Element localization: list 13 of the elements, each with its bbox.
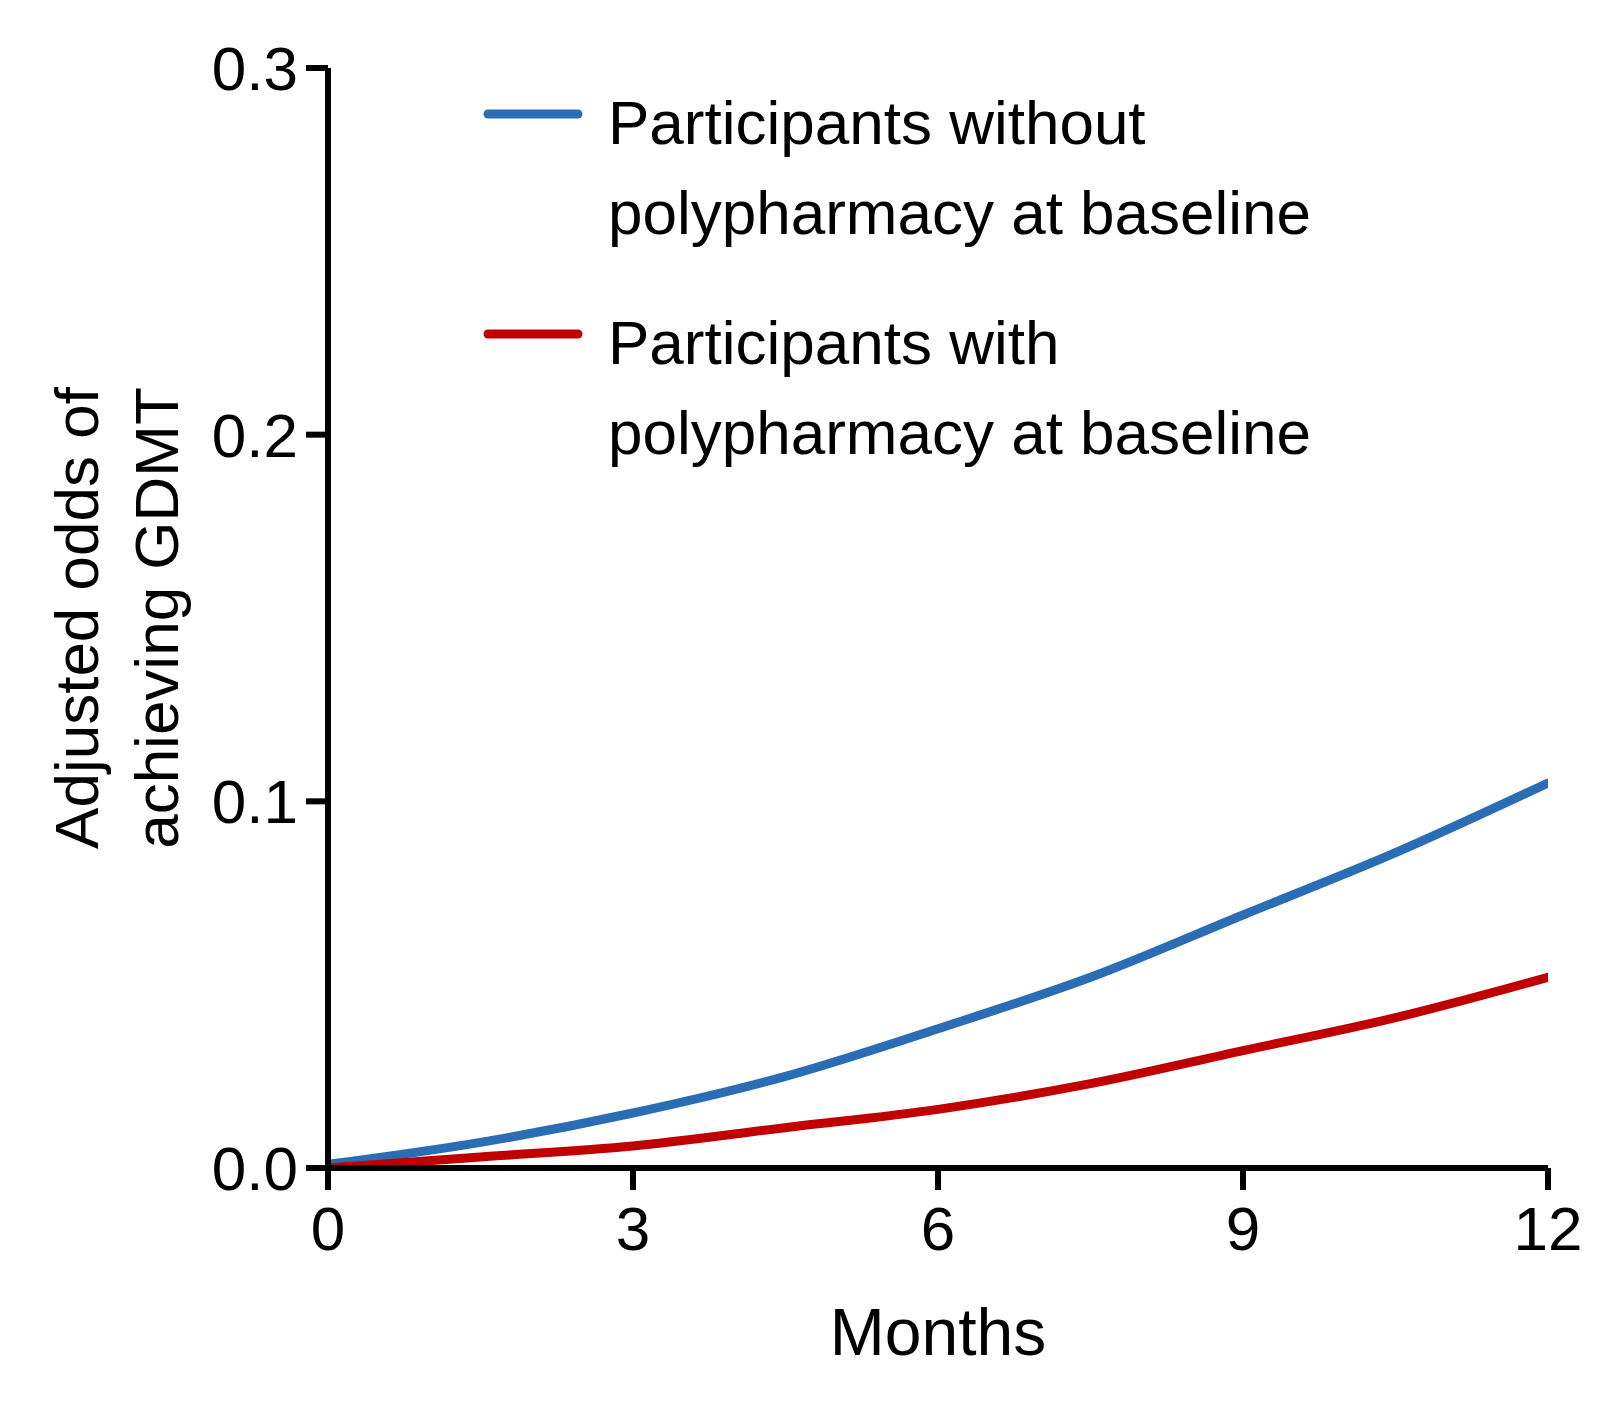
- x-tick-label: 3: [615, 1194, 651, 1264]
- y-axis-title: Adjusted odds of achieving GDMT: [42, 386, 191, 849]
- legend-label: Participants without polypharmacy at baseline: [608, 87, 1313, 249]
- x-tick-label: 6: [920, 1194, 956, 1264]
- x-tick-label: 9: [1225, 1194, 1261, 1264]
- x-axis-title: Months: [829, 1294, 1047, 1369]
- y-tick-label: 0.0: [211, 1134, 298, 1204]
- x-tick-label: 12: [1513, 1194, 1583, 1264]
- legend-label: Participants with polypharmacy at baseline: [608, 307, 1313, 469]
- y-tick-label: 0.2: [211, 400, 298, 470]
- y-tick-label: 0.1: [211, 767, 298, 837]
- x-tick-label: 0: [310, 1194, 346, 1264]
- y-tick-label: 0.3: [211, 34, 298, 104]
